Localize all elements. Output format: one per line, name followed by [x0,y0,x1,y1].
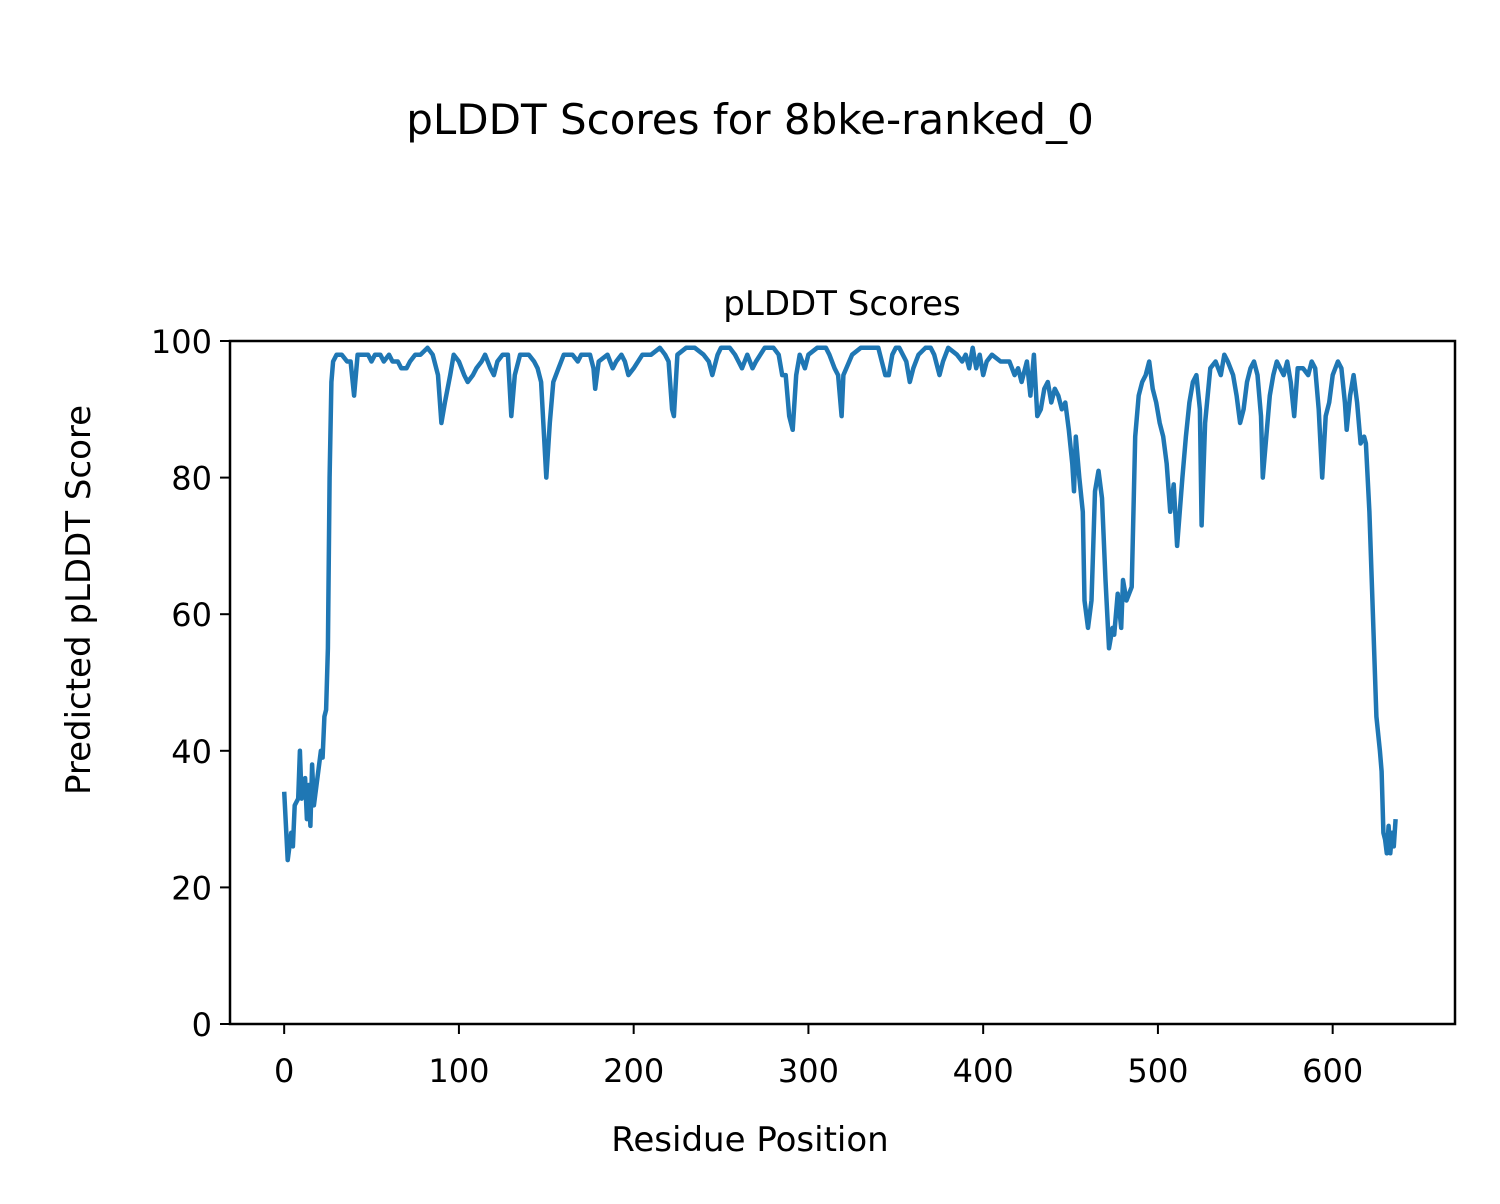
x-axis-label: Residue Position [611,1120,888,1160]
y-tick-label: 80 [171,460,212,498]
x-tick-label: 0 [274,1052,294,1090]
y-tick-label: 100 [151,323,212,361]
y-tick-label: 40 [171,733,212,771]
y-tick-label: 0 [192,1006,212,1044]
y-axis-label: Predicted pLDDT Score [59,405,99,795]
y-tick-label: 60 [171,596,212,634]
x-tick-label: 200 [603,1052,664,1090]
x-tick-label: 100 [428,1052,489,1090]
series-line [281,345,1398,863]
x-tick-label: 300 [778,1052,839,1090]
x-tick-label: 500 [1127,1052,1188,1090]
y-tick-label: 20 [171,869,212,907]
chart-title: pLDDT Scores [723,284,960,324]
figure-title: pLDDT Scores for 8bke-ranked_0 [406,95,1094,144]
x-tick-label: 600 [1302,1052,1363,1090]
x-tick-label: 400 [953,1052,1014,1090]
plot-frame [228,339,1457,1026]
